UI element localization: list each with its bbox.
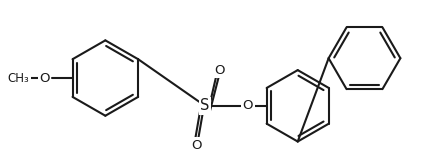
Text: O: O <box>243 99 253 112</box>
Text: O: O <box>39 72 50 85</box>
Text: S: S <box>200 98 210 113</box>
Text: CH₃: CH₃ <box>8 72 30 85</box>
Text: O: O <box>215 64 225 77</box>
Text: O: O <box>191 139 201 152</box>
